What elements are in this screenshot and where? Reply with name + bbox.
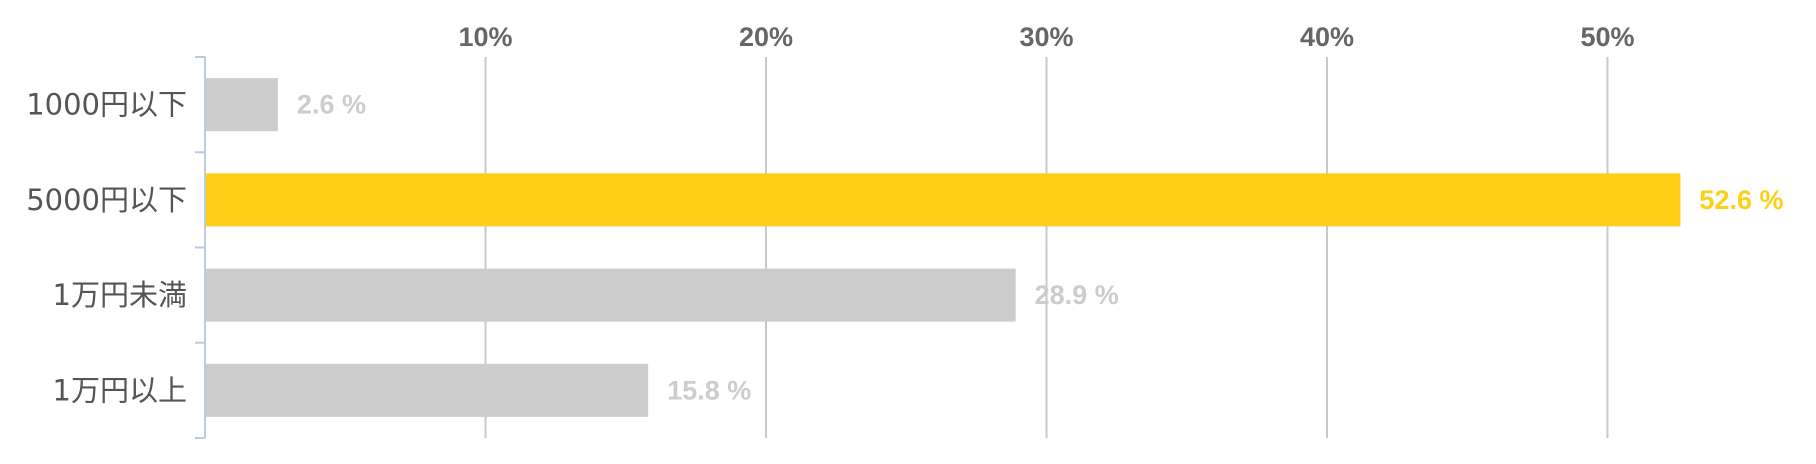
- category-label: 5000円以下: [26, 183, 187, 217]
- x-tick-labels: 10% 20% 30% 40% 50%: [458, 22, 1634, 52]
- category-label: 1万円以上: [53, 373, 187, 407]
- y-axis: [195, 56, 206, 439]
- bar-3: [206, 268, 1016, 322]
- value-label: 52.6 %: [1699, 185, 1783, 215]
- bar-1: [206, 78, 278, 132]
- x-tick-label: 10%: [458, 22, 512, 52]
- bar-2: [206, 173, 1681, 227]
- x-tick-label: 30%: [1019, 22, 1073, 52]
- x-tick-label: 50%: [1580, 22, 1634, 52]
- value-labels: 2.6 % 52.6 % 28.9 % 15.8 %: [297, 90, 1784, 406]
- value-label: 2.6 %: [297, 90, 366, 120]
- x-tick-label: 20%: [739, 22, 793, 52]
- category-label: 1000円以下: [26, 88, 187, 122]
- category-labels: 1000円以下 5000円以下 1万円未満 1万円以上: [26, 88, 187, 408]
- x-tick-label: 40%: [1300, 22, 1354, 52]
- value-label: 28.9 %: [1035, 280, 1119, 310]
- category-label: 1万円未満: [53, 278, 187, 312]
- value-label: 15.8 %: [667, 375, 751, 405]
- grid-lines: [484, 57, 1609, 438]
- bars: [206, 78, 1681, 417]
- bar-4: [206, 363, 649, 417]
